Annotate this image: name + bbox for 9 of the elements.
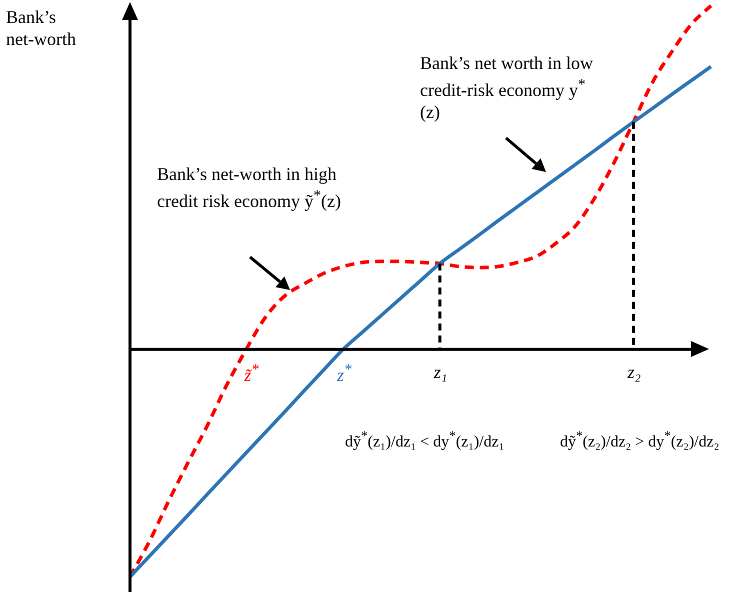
annotation: z̃$^{*}$	[244, 361, 259, 386]
annotation: z₁	[434, 361, 448, 384]
annotation: dỹ$^{*}$(z₁)/dz₁ < dy$^{*}$(z₁)/dz₁	[345, 427, 504, 452]
annotation: Bank’s net-worth in high credit risk economy ỹ$^{*}$(z)	[157, 163, 342, 212]
y-axis-title: Bank’s net-worth	[6, 6, 77, 50]
annotation: z₂	[628, 361, 641, 384]
text: Bank’s net worth in low credit-risk economy y$^{*}$(z)	[420, 53, 593, 122]
annotation: z$^{*}$	[337, 361, 352, 386]
annotation: dỹ$^{*}$(z₂)/dz₂ > dy$^{*}$(z₂)/dz₂	[560, 427, 720, 452]
